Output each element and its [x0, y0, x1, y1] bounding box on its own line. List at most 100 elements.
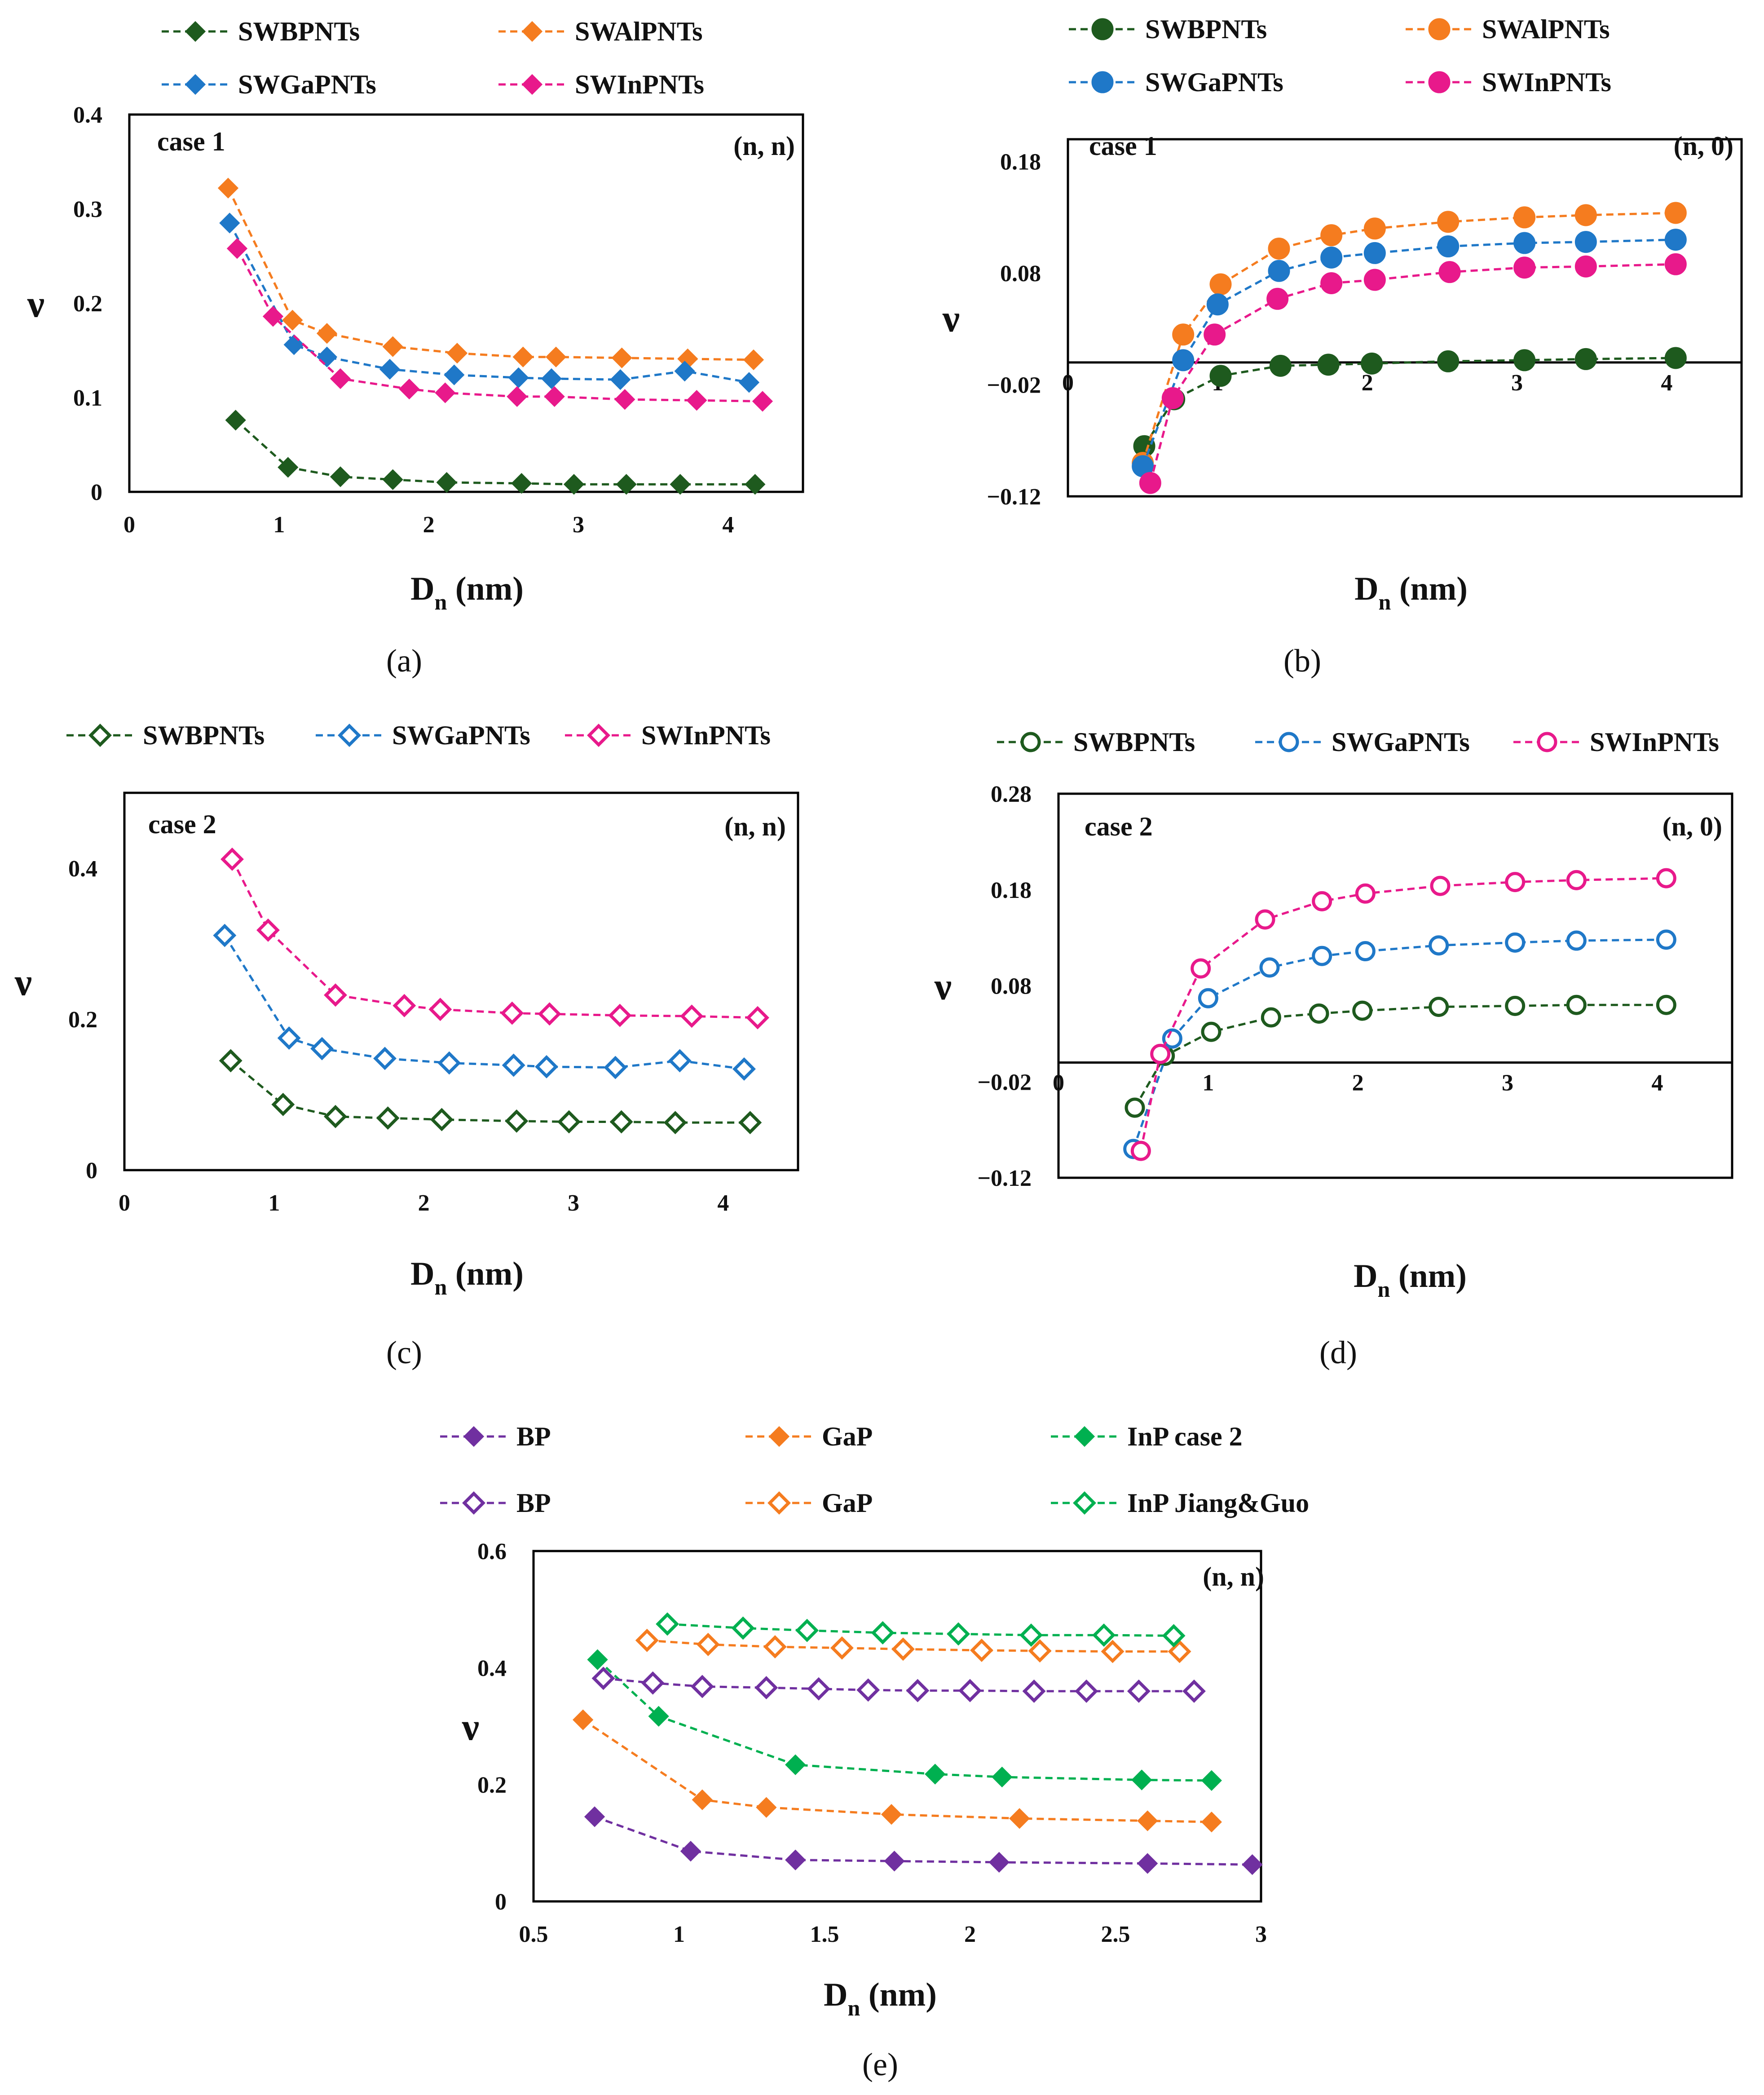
x-tick-label: 3 — [1502, 1070, 1513, 1096]
data-point-swinpnts — [680, 1004, 704, 1028]
x-tick-label: 2 — [1352, 1070, 1364, 1096]
series-line-swbpnts — [1143, 357, 1676, 447]
x-axis-label-subscript: n — [1379, 589, 1391, 614]
data-point-inp-jiang-guo — [731, 1616, 755, 1640]
data-point-swinpnts — [1656, 868, 1676, 888]
data-point-swinpnts — [262, 306, 284, 327]
data-point-swbpnts — [1269, 354, 1292, 377]
series-line-swinpnts — [236, 248, 763, 402]
legend-label: BP — [516, 1488, 551, 1518]
data-point-swinpnts — [1266, 287, 1289, 310]
data-point-swgapnts — [1363, 242, 1386, 264]
data-point-gap — [1201, 1812, 1222, 1833]
legend-entry: BP — [440, 1488, 551, 1518]
data-point-swinpnts — [500, 1001, 524, 1025]
data-point-swbpnts — [1125, 1097, 1145, 1118]
panel-c: 0 1 2 3 4 0 0.2 0.4 ν Dn (nm) case 2 (n, n) (c) SWBPN… — [14, 720, 799, 1370]
panel-caption: (e) — [862, 2046, 898, 2082]
data-point-gap — [970, 1639, 993, 1662]
data-point-swgapnts — [1429, 935, 1449, 956]
chirality-label: (n, n) — [1203, 1562, 1264, 1591]
legend-entry: SWInPNTs — [565, 720, 771, 750]
data-point-bp — [958, 1679, 982, 1702]
data-point-swinpnts — [1566, 870, 1587, 890]
legend-label: SWGaPNTs — [238, 70, 376, 99]
y-tick-label: 0 — [495, 1889, 507, 1915]
data-point-swgapnts — [1320, 246, 1343, 269]
series-gap — [573, 1709, 1222, 1833]
legend-entry: SWAlPNTs — [1406, 14, 1610, 44]
chirality-label: (n, 0) — [1663, 812, 1722, 841]
data-point-swbpnts — [670, 474, 691, 495]
data-point-swgapnts — [277, 1026, 301, 1050]
data-point-swbpnts — [663, 1111, 687, 1135]
legend-label: SWInPNTs — [1590, 727, 1719, 757]
series-swinpnts — [1130, 868, 1676, 1161]
legend-label: SWBPNTs — [238, 17, 360, 46]
data-point-swgapnts — [604, 1056, 627, 1079]
x-axis-label-main: D — [824, 1976, 847, 2013]
panel-caption: (d) — [1319, 1335, 1357, 1370]
data-point-swbpnts — [271, 1092, 295, 1116]
data-point-swbpnts — [278, 457, 299, 478]
data-point-inp-case-2 — [785, 1754, 806, 1775]
data-point-swgapnts — [1437, 235, 1460, 257]
panel-e: 0.5 1 1.5 2 2.5 3 0 0.2 0.4 0.6 ν Dn (nm) (n, n) (e) B… — [440, 1422, 1309, 2082]
y-tick-label: 0.08 — [991, 974, 1032, 999]
data-point-bp — [856, 1678, 880, 1702]
x-tick-label: 0 — [119, 1190, 130, 1216]
data-point-swinpnts — [330, 368, 351, 389]
y-tick-label: 0.4 — [477, 1656, 507, 1681]
data-point-swalpnts — [217, 177, 239, 199]
data-point-swinpnts — [220, 847, 244, 871]
data-point-swgapnts — [1355, 941, 1376, 962]
data-point-swalpnts — [611, 347, 632, 368]
y-tick-label: 0.2 — [477, 1772, 507, 1798]
y-tick-label: 0.18 — [991, 878, 1032, 903]
data-point-swbpnts — [1261, 1007, 1281, 1028]
data-point-swbpnts — [505, 1109, 529, 1133]
data-point-inp-jiang-guo — [656, 1612, 679, 1636]
data-point-swalpnts — [1437, 211, 1460, 233]
x-axis-label: Dn (nm) — [824, 1976, 937, 2020]
data-point-swbpnts — [1513, 349, 1536, 371]
data-point-swgapnts — [1206, 293, 1229, 316]
data-point-swalpnts — [1172, 323, 1195, 346]
data-point-swalpnts — [1513, 206, 1536, 229]
data-point-swinpnts — [1355, 883, 1376, 904]
data-point-swinpnts — [399, 378, 420, 400]
series-swalpnts — [217, 177, 764, 371]
series-line-swbpnts — [234, 419, 755, 486]
chirality-label: (n, n) — [724, 812, 786, 841]
data-point-inp-jiang-guo — [1162, 1624, 1186, 1648]
legend-entry: GaP — [745, 1488, 873, 1518]
data-point-swinpnts — [1191, 958, 1211, 979]
legend-marker — [1074, 1426, 1095, 1447]
series-gap — [635, 1628, 1191, 1663]
data-point-swgapnts — [1162, 1028, 1182, 1049]
data-point-swinpnts — [608, 1003, 632, 1027]
data-point-bp — [1137, 1853, 1158, 1874]
x-tick-label: 0 — [123, 512, 135, 538]
series-swgapnts — [1132, 229, 1687, 477]
legend-marker — [462, 1491, 485, 1515]
data-point-swgapnts — [1513, 232, 1536, 254]
case-label: case 1 — [157, 127, 225, 156]
data-point-swalpnts — [1320, 224, 1343, 247]
legend-entry: SWGaPNTs — [1255, 727, 1470, 757]
plot-area — [123, 791, 799, 1171]
x-axis-label: Dn (nm) — [1354, 570, 1468, 614]
data-point-gap — [573, 1709, 594, 1730]
legend-label: SWGaPNTs — [1145, 67, 1283, 97]
legend-marker — [1020, 732, 1041, 752]
legend-marker — [768, 1426, 790, 1447]
data-point-inp-case-2 — [992, 1766, 1013, 1788]
y-tick-label: −0.02 — [987, 373, 1041, 398]
data-point-swgapnts — [219, 212, 240, 234]
data-point-swinpnts — [1505, 872, 1526, 893]
legend-marker — [463, 1426, 485, 1447]
y-tick-label: 0.2 — [68, 1007, 97, 1033]
data-point-swgapnts — [379, 358, 401, 380]
data-point-swbpnts — [436, 472, 457, 493]
